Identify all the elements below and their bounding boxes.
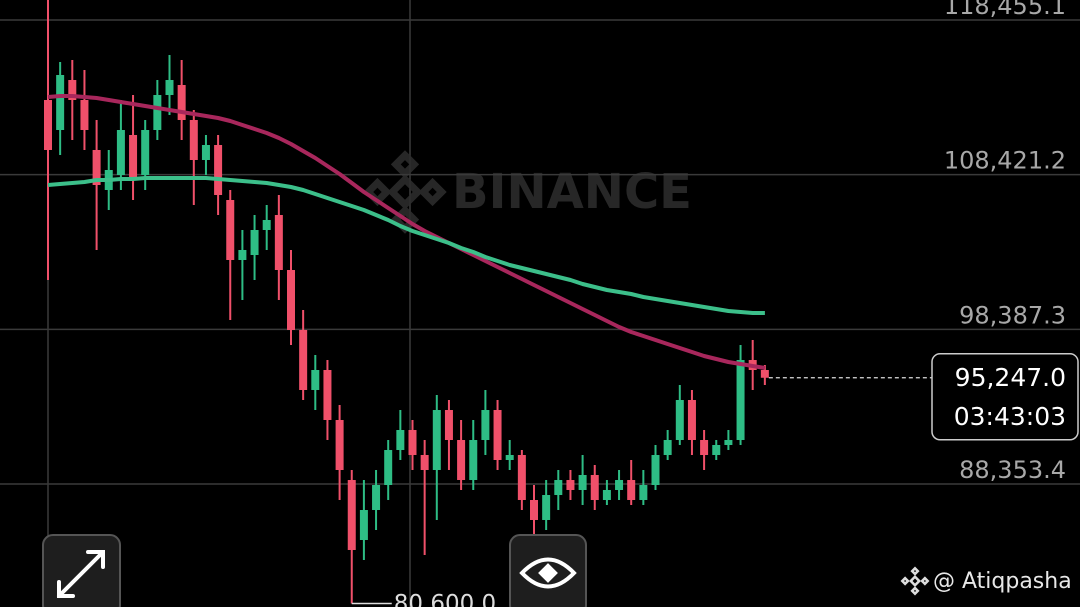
y-tick-label: 88,353.4 [959,456,1066,484]
candle-body [347,480,356,550]
candle-body [201,144,210,160]
candle-body [651,455,660,486]
candle-body [68,80,77,101]
last-price-box [931,353,1079,441]
candle-body [92,149,101,186]
candle-body [615,480,624,490]
candle-body [262,219,271,230]
candle-body [675,400,684,441]
candle-body [335,419,344,471]
candle-body [384,450,393,486]
candle-body [639,485,648,501]
candle-body [372,485,381,511]
candle-body [323,370,332,420]
credit-logo [900,566,930,596]
candle-body [736,360,745,441]
candle-body [566,480,575,490]
candle-body [687,400,696,441]
last-price-label: 95,247.0 [955,363,1066,392]
y-tick-label: 108,421.2 [944,147,1066,175]
eye-icon[interactable] [519,557,577,589]
credit: @ Atiqpasha [900,566,1072,596]
candle-body [274,214,283,271]
candle-body [420,455,429,471]
candle-body [590,474,599,501]
candle-body [214,144,223,196]
watermark: BINANCE [363,150,692,234]
candle-body [481,410,490,441]
candle-body [578,474,587,490]
candle-body [505,455,514,460]
candle-body [602,489,611,501]
candle-body [457,440,466,481]
candle-body [724,440,733,445]
candle-body [153,95,162,130]
candle-body [517,455,526,501]
eye-pupil[interactable] [538,563,558,583]
candle-body [189,119,198,160]
expand-button[interactable] [42,534,121,607]
candle-body [627,480,636,501]
candle-body [663,440,672,456]
candle-body [760,370,769,378]
candle-body [44,100,52,150]
moving-average-line [47,176,765,315]
y-tick-label: 118,455.1 [944,0,1066,20]
candle-body [396,429,405,451]
candle-body [712,444,721,456]
countdown-label: 03:43:03 [954,402,1066,431]
candle-body [165,80,174,96]
moving-average-line [47,94,766,370]
candle-body [299,329,308,390]
watermark-text: BINANCE [452,164,692,220]
candle-body [359,510,368,541]
candle-body [56,74,65,130]
candle-body [554,480,563,496]
candle-body [250,229,259,256]
candle-body [542,495,551,520]
expand-icon[interactable] [57,550,105,598]
candle-body [432,410,441,471]
candle-body [469,440,478,481]
candle-body [129,134,138,181]
candle-body [116,129,125,175]
candle-body [530,500,538,520]
candle-body [177,85,186,120]
candle-body [700,440,709,456]
credit-text: @ Atiqpasha [933,569,1072,594]
visibility-button[interactable] [509,534,587,607]
candle-body [80,100,89,130]
y-tick-label: 98,387.3 [959,301,1066,329]
candle-body [141,129,150,175]
candle-body [408,429,417,456]
candle-body [287,270,295,330]
candle-body [226,200,235,260]
candle-body [311,370,320,390]
low-marker-label: 80,600.0 [394,591,496,607]
candle-body [493,410,502,460]
candle-body [238,249,247,260]
candle-body [444,410,453,441]
